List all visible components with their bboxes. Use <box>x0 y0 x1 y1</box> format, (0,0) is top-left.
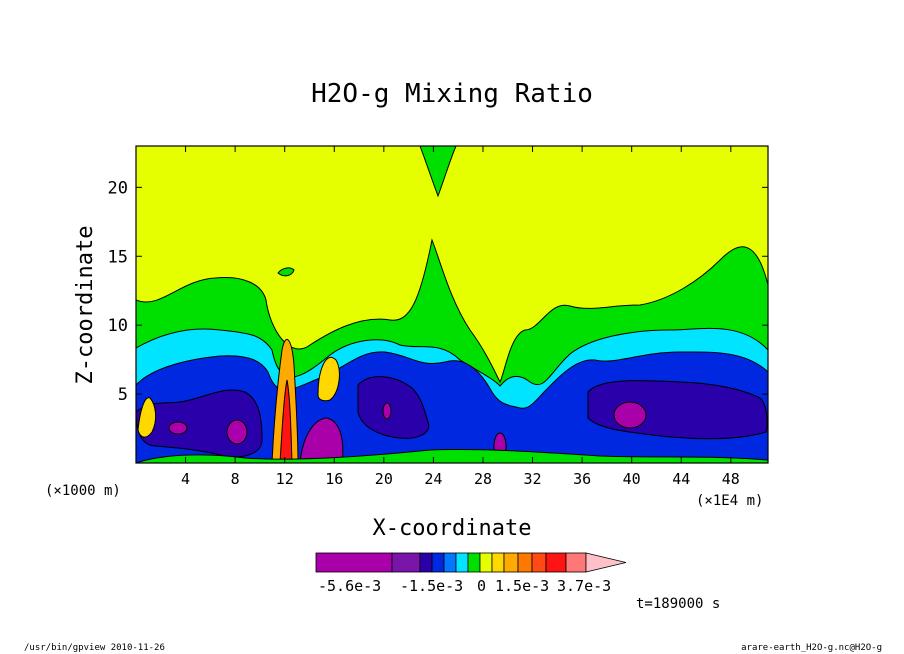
colorbar-swatch <box>565 552 587 573</box>
contour-magenta-4 <box>613 401 647 429</box>
colorbar-swatch <box>479 552 493 573</box>
x-tick-label: 40 <box>623 470 641 488</box>
contour-magenta-3 <box>382 402 392 420</box>
x-tick-label: 32 <box>524 470 542 488</box>
contour-left-spike <box>137 397 157 438</box>
colorbar-labels: -5.6e-3 -1.5e-3 0 1.5e-3 3.7e-3 <box>318 577 611 595</box>
colorbar-label: 1.5e-3 <box>495 577 549 595</box>
colorbar-swatch <box>491 552 505 573</box>
contour-yellow-blob <box>317 357 340 402</box>
x-tick-label: 8 <box>231 470 240 488</box>
contour-small-blob <box>277 267 295 277</box>
colorbar-swatch <box>443 552 457 573</box>
x-tick-label: 44 <box>672 470 690 488</box>
contour-magenta-6 <box>299 417 344 463</box>
x-tick-label: 24 <box>424 470 442 488</box>
contour-magenta-1 <box>168 421 188 435</box>
contour-navy-mid <box>357 376 430 439</box>
footer-right: arare-earth_H2O-g.nc@H2O-g <box>741 643 882 653</box>
colorbar-label: -1.5e-3 <box>400 577 463 595</box>
colorbar-swatch <box>531 552 547 573</box>
colorbar <box>315 552 627 573</box>
colorbar-swatch <box>503 552 519 573</box>
colorbar-swatch <box>517 552 533 573</box>
colorbar-swatch <box>545 552 567 573</box>
colorbar-swatch <box>419 552 433 573</box>
footer-left: /usr/bin/gpview 2010-11-26 <box>24 643 165 653</box>
x-tick-label: 48 <box>722 470 740 488</box>
chart-title: H2O-g Mixing Ratio <box>311 79 593 109</box>
contour-green-lower <box>136 448 768 463</box>
x-axis-label: X-coordinate <box>373 516 532 541</box>
time-label: t=189000 s <box>636 596 720 612</box>
x-ticks: 4 8 12 16 20 24 28 32 36 40 44 48 <box>181 146 740 488</box>
colorbar-swatch <box>391 552 421 573</box>
x-unit-right: (×1E4 m) <box>696 493 763 509</box>
y-tick-label: 5 <box>118 385 128 405</box>
contour-top-plume <box>419 146 457 198</box>
x-unit-left: (×1000 m) <box>45 483 121 499</box>
colorbar-label: 3.7e-3 <box>557 577 611 595</box>
x-tick-label: 28 <box>474 470 492 488</box>
colorbar-arrow <box>585 552 627 573</box>
colorbar-swatch <box>431 552 445 573</box>
plot-frame <box>135 145 769 464</box>
x-tick-label: 12 <box>276 470 294 488</box>
colorbar-swatch <box>467 552 481 573</box>
colorbar-label: 0 <box>477 577 486 595</box>
contour-red-core <box>279 379 293 463</box>
y-ticks: 5 10 15 20 <box>108 178 768 405</box>
y-tick-label: 15 <box>108 247 128 267</box>
x-tick-label: 4 <box>181 470 190 488</box>
x-tick-label: 20 <box>375 470 393 488</box>
x-tick-label: 16 <box>325 470 343 488</box>
y-tick-label: 10 <box>108 316 128 336</box>
contour-field <box>136 146 768 463</box>
x-tick-label: 36 <box>573 470 591 488</box>
colorbar-swatch <box>315 552 393 573</box>
colorbar-label: -5.6e-3 <box>318 577 381 595</box>
y-axis-label: Z-coordinate <box>73 226 98 385</box>
colorbar-swatch <box>455 552 469 573</box>
contour-magenta-2 <box>226 419 248 445</box>
y-tick-label: 20 <box>108 178 128 198</box>
